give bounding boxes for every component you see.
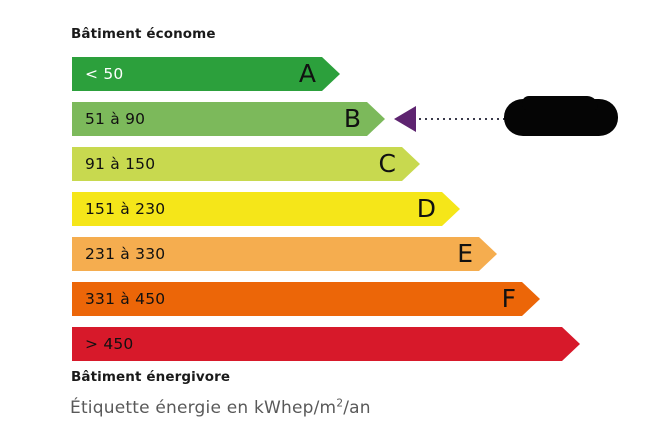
band-letter-b: B — [343, 104, 361, 133]
band-arrow-shape — [72, 237, 497, 271]
band-range-label: 51 à 90 — [85, 110, 146, 128]
energy-band-last: > 450 — [72, 327, 580, 361]
band-arrow-shape — [72, 282, 540, 316]
band-letter-d: D — [416, 194, 436, 223]
top-caption: Bâtiment économe — [71, 26, 216, 42]
unit-prefix: Étiquette énergie en kWhep/m — [70, 398, 337, 418]
band-range-label: 151 à 230 — [85, 200, 166, 218]
band-range-label: 331 à 450 — [85, 290, 166, 308]
band-range-label: > 450 — [85, 335, 134, 353]
unit-caption: Étiquette énergie en kWhep/m2/an — [70, 398, 371, 418]
band-range-label: 91 à 150 — [85, 155, 156, 173]
band-arrow-shape — [72, 57, 340, 91]
energy-band-a: < 50 A — [72, 57, 340, 91]
band-range-label: < 50 — [85, 65, 124, 83]
pointer-leader-line — [419, 118, 507, 120]
band-range-label: 231 à 330 — [85, 245, 166, 263]
band-arrow-shape — [72, 192, 460, 226]
band-arrow-shape — [72, 102, 385, 136]
band-letter-a: A — [298, 59, 316, 88]
energy-band-f: 331 à 450 F — [72, 282, 540, 316]
redaction-blob — [504, 96, 618, 136]
unit-exponent: 2 — [336, 397, 344, 410]
energy-band-d: 151 à 230 D — [72, 192, 460, 226]
energy-band-b: 51 à 90 B — [72, 102, 385, 136]
band-letter-f: F — [501, 284, 516, 313]
class-pointer-arrow-icon — [394, 106, 416, 132]
bottom-caption: Bâtiment énergivore — [71, 369, 231, 385]
band-arrow-shape — [72, 327, 580, 361]
band-letter-c: C — [378, 149, 396, 178]
energy-band-e: 231 à 330 E — [72, 237, 497, 271]
unit-suffix: /an — [343, 398, 371, 418]
energy-band-c: 91 à 150 C — [72, 147, 420, 181]
band-arrow-shape — [72, 147, 420, 181]
band-letter-e: E — [457, 239, 473, 268]
